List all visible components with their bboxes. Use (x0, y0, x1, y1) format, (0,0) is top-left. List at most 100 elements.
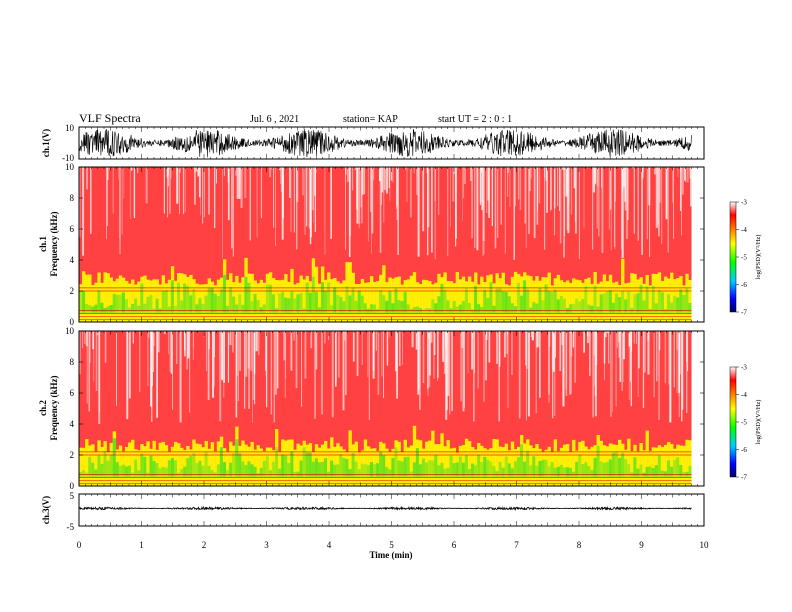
spectrogram-streak (235, 331, 238, 418)
spectrogram-green-column (614, 451, 619, 477)
spectrogram-streak (592, 167, 596, 193)
spectrogram-streak (396, 167, 397, 209)
spectrogram-green-column (357, 290, 362, 313)
spectrogram-streak (128, 331, 131, 399)
spectrogram-band-column (88, 274, 92, 322)
spectrogram-green-column (654, 465, 659, 477)
spectrogram-streak (609, 167, 612, 210)
spectrogram-streak (172, 331, 174, 410)
ch3-ytick-top: 5 (70, 491, 75, 501)
spectrogram-band-column (256, 283, 260, 322)
spectrogram-band-column (354, 283, 358, 322)
spectrogram-streak (525, 167, 527, 249)
spectrogram-streak (260, 167, 263, 219)
ch2-colorbar: -3 -4 -5 -6 -7 log(PSD)(V²/Hz) (729, 364, 762, 482)
spectrogram-green-column (584, 462, 588, 477)
spectrogram-band-column (449, 448, 453, 486)
spectrogram-streak (474, 331, 476, 374)
spectrogram-band-column (682, 445, 686, 486)
spectrogram-band-column (106, 452, 110, 486)
spectrogram-streak (168, 167, 171, 214)
spectrogram-streak (112, 167, 114, 214)
spectrogram-green-column (250, 301, 254, 313)
spectrogram-band-column (406, 279, 411, 322)
spectrogram-band-column (366, 282, 371, 322)
spectrogram-band-column (351, 272, 355, 322)
spectrogram-band-column (559, 447, 564, 486)
spectrogram-streak (548, 331, 550, 403)
spectrogram-streak (491, 167, 494, 227)
spectrogram-green-column (559, 295, 564, 313)
spectrogram-streak (630, 331, 632, 407)
spectrogram-streak (575, 167, 577, 234)
spectrogram-green-column (492, 466, 496, 477)
spectrogram-green-column (226, 470, 230, 477)
spectrogram-streak (222, 167, 223, 258)
spectrogram-green-column (498, 461, 502, 477)
ch2-colorbar-label: log(PSD)(V²/Hz) (755, 400, 762, 445)
spectrogram-green-column (578, 454, 582, 477)
spectrogram-streak (279, 167, 282, 184)
spectrogram-band-column (654, 273, 659, 322)
spectrogram-green-column (645, 286, 649, 313)
spectrogram-streak (661, 167, 663, 244)
spectrogram-band-column (250, 273, 254, 322)
spectrogram-green-column (621, 452, 625, 477)
spectrogram-streak (658, 167, 662, 203)
spectrogram-streak (653, 331, 655, 398)
spectrogram-streak (687, 167, 689, 169)
spectrogram-green-column (330, 305, 334, 313)
spectrogram-streak (447, 167, 449, 256)
spectrogram-streak (79, 331, 81, 375)
spectrogram-streak (635, 331, 637, 345)
spectrogram-green-column (458, 456, 463, 477)
spectrogram-green-column (455, 306, 460, 313)
spectrogram-green-column (97, 290, 101, 313)
x-tick-label: 1 (139, 540, 144, 550)
spectrogram-green-column (443, 289, 447, 313)
spectrogram-green-column (131, 303, 135, 313)
spectrogram-green-column (593, 285, 597, 313)
spectrogram-band-column (425, 441, 429, 486)
spectrogram-streak (184, 167, 186, 213)
spectrogram-band-column (241, 277, 245, 322)
spectrogram-green-column (262, 304, 267, 313)
spectrogram-green-column (422, 458, 426, 477)
spectrogram-green-column (100, 463, 104, 477)
spectrogram-streak (252, 331, 253, 423)
spectrogram-band-column (431, 284, 435, 322)
spectrogram-streak (474, 167, 476, 248)
spectrogram-band-column (103, 441, 107, 486)
spectrogram-green-column (663, 471, 668, 477)
spectrogram-streak (686, 167, 689, 183)
spectrogram-streak (269, 167, 272, 178)
spectrogram-streak (596, 167, 598, 229)
spectrogram-green-column (602, 293, 607, 313)
spectrogram-band-column (461, 276, 466, 322)
spectrogram-band-column (550, 451, 554, 486)
spectrogram-band-column (611, 282, 616, 322)
frequency-tick-label: 0 (70, 317, 75, 327)
spectrogram-green-column (167, 306, 172, 313)
spectrogram-green-column (351, 287, 355, 313)
spectrogram-green-column (581, 464, 585, 477)
spectrogram-streak (488, 331, 491, 363)
spectrogram-green-column (446, 300, 450, 313)
spectrogram-streak (166, 167, 169, 178)
spectrogram-green-column (471, 309, 475, 313)
frequency-tick-label: 4 (70, 255, 75, 265)
spectrogram-streak (359, 167, 361, 225)
spectrogram-green-column (529, 465, 533, 477)
spectrogram-streak (338, 331, 340, 378)
spectrogram-band-column (82, 447, 86, 486)
spectrogram-streak (515, 167, 516, 207)
spectrogram-streak (462, 167, 465, 199)
spectrogram-green-column (262, 460, 267, 477)
ch1-waveform-panel: 10 -10 ch.1(V) (41, 123, 705, 163)
colorbar-tick-label: -4 (741, 226, 747, 234)
spectrogram-green-column (244, 276, 248, 313)
spectrogram-band-column (195, 443, 199, 486)
ch1-spectrogram-image (79, 167, 704, 322)
spectrogram-streak (608, 167, 611, 230)
